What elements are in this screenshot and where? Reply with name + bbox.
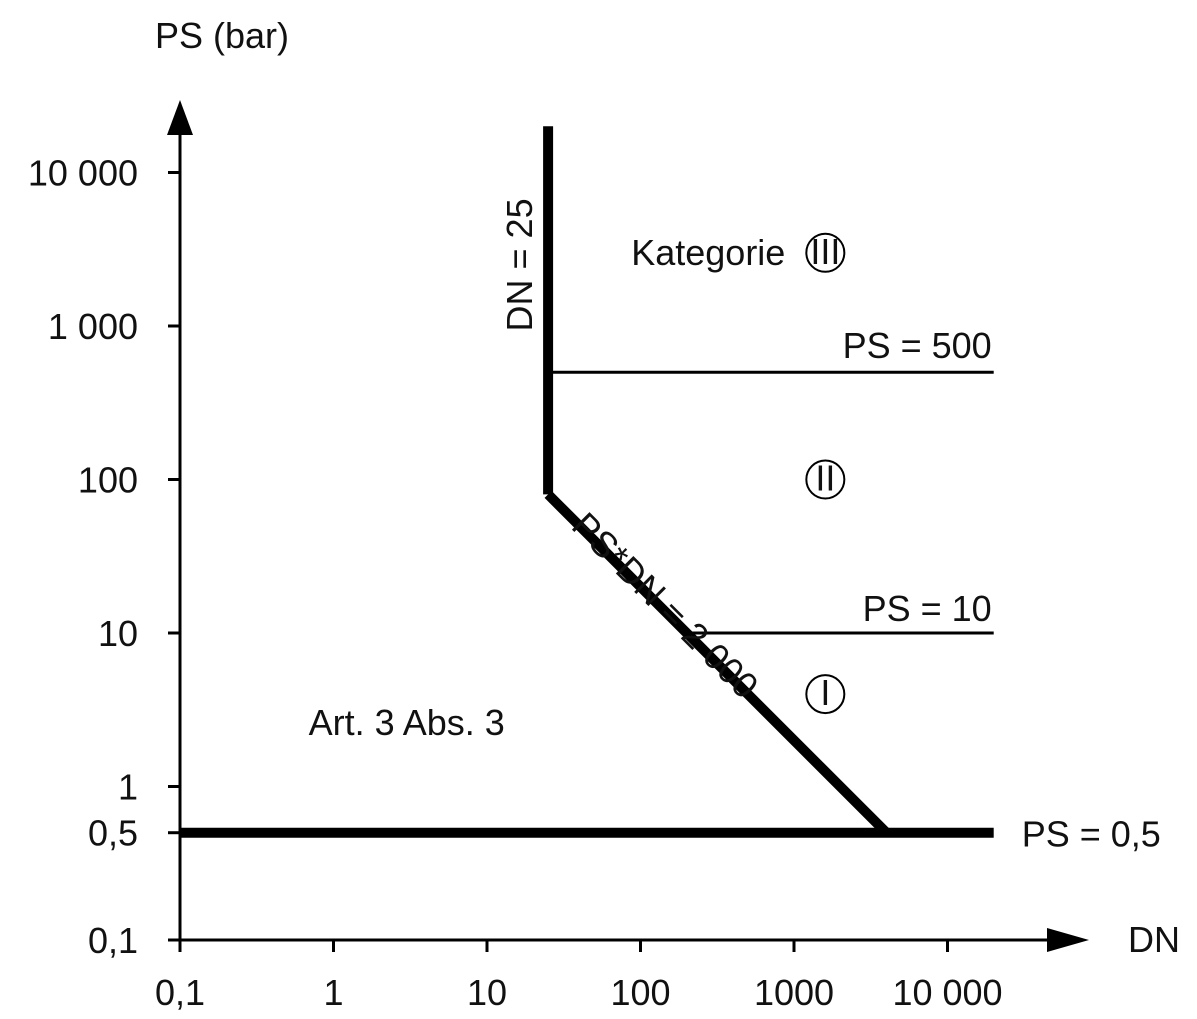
y-tick-label: 10 000 — [28, 153, 138, 194]
series-label-ps-0-5: PS = 0,5 — [1022, 814, 1161, 855]
y-tick-label: 1 — [118, 767, 138, 808]
category-badge-iii — [805, 232, 846, 273]
x-tick-label: 1 — [323, 972, 343, 1013]
series-label-dn-25: DN = 25 — [499, 198, 540, 331]
category-symbol-i: I — [820, 672, 830, 713]
region-label-kategorie: Kategorie — [631, 232, 785, 273]
category-badge-i — [805, 674, 846, 715]
x-tick-label: 0,1 — [155, 972, 205, 1013]
x-tick-label: 1000 — [754, 972, 834, 1013]
series-label-ps-10: PS = 10 — [863, 588, 992, 629]
annotations-group: DN = 25 PS*DN = 2 000 PS = 0,5 PS = 500 PS =… — [309, 198, 1161, 854]
x-axis-title: DN — [1128, 919, 1180, 960]
x-tick-label: 100 — [610, 972, 670, 1013]
series-group — [180, 126, 994, 838]
series-label-ps-dn-2000: PS*DN = 2 000 — [564, 504, 766, 706]
series-label-ps-500: PS = 500 — [843, 325, 992, 366]
x-tick-label: 10 000 — [892, 972, 1002, 1013]
region-label-art3: Art. 3 Abs. 3 — [309, 702, 505, 743]
series-line-ps-dn-2-000 — [544, 490, 890, 837]
y-tick-label: 10 — [98, 613, 138, 654]
y-tick-label: 100 — [78, 460, 138, 501]
y-tick-label: 0,1 — [88, 920, 138, 961]
axes: PS (bar) DN — [155, 15, 1180, 960]
y-tick-label: 1 000 — [48, 306, 138, 347]
y-axis-arrow — [167, 100, 193, 135]
category-badge-ii — [805, 459, 846, 500]
y-tick-label: 0,5 — [88, 813, 138, 854]
x-tick-label: 10 — [467, 972, 507, 1013]
x-axis-arrow — [1047, 928, 1089, 952]
y-axis-title: PS (bar) — [155, 15, 289, 56]
ticks-group: 0,1 1 10 100 1000 10 000 0,1 0,5 1 10 100 1 000 10 0… — [28, 153, 1003, 1014]
category-symbol-iii: III — [810, 231, 840, 272]
category-symbol-ii: II — [815, 458, 835, 499]
